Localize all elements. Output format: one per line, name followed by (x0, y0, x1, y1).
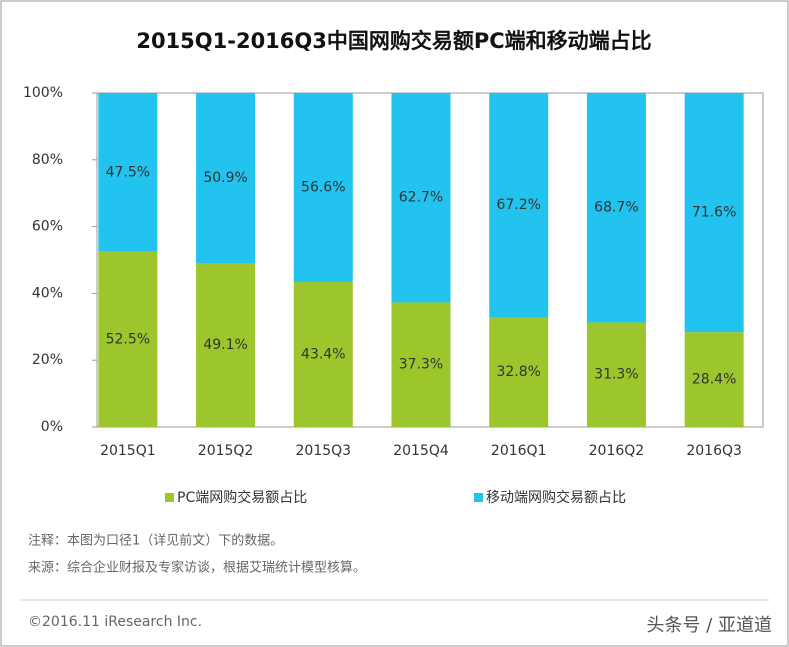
y-tick-label: 0% (41, 419, 63, 435)
data-label: 50.9% (203, 170, 247, 186)
data-label: 47.5% (106, 164, 150, 180)
data-label: 67.2% (496, 197, 540, 213)
y-tick-label: 40% (32, 285, 63, 301)
legend-label: PC端网购交易额占比 (177, 489, 307, 506)
data-label: 71.6% (692, 205, 736, 221)
bar-segment (489, 93, 549, 318)
legend-swatch (165, 493, 174, 502)
y-tick-label: 100% (23, 85, 63, 101)
bar-segment (391, 302, 451, 427)
bar-segment (684, 93, 744, 333)
data-label: 49.1% (203, 337, 247, 353)
bar-segment (586, 93, 646, 323)
footer: ©2016.11 iResearch Inc. (28, 614, 202, 630)
data-label: 56.6% (301, 180, 345, 196)
bar-segment (196, 93, 256, 264)
data-label: 68.7% (594, 200, 638, 216)
x-tick-label: 2015Q1 (100, 443, 156, 459)
x-tick-label: 2016Q1 (491, 443, 547, 459)
legend-swatch (474, 493, 483, 502)
bar-segment (684, 332, 744, 427)
data-label: 28.4% (692, 372, 736, 388)
y-tick-label: 20% (32, 352, 63, 368)
data-label: 52.5% (106, 331, 150, 347)
bar-segment (293, 93, 353, 283)
y-tick-label: 80% (32, 152, 63, 168)
data-label: 37.3% (399, 357, 443, 373)
data-label: 32.8% (496, 364, 540, 380)
y-tick-label: 60% (32, 219, 63, 235)
bar-segment (586, 322, 646, 427)
watermark: 头条号 / 亚道道 (646, 615, 772, 636)
x-tick-label: 2015Q2 (198, 443, 254, 459)
bar-segment (489, 317, 549, 427)
bar-segment (196, 263, 256, 427)
bar-segment (98, 251, 158, 427)
note: 注释：本图为口径1（详见前文）下的数据。 (28, 533, 283, 549)
bar-segment (98, 93, 158, 252)
x-tick-label: 2016Q2 (589, 443, 645, 459)
data-label: 62.7% (399, 190, 443, 206)
data-label: 43.4% (301, 347, 345, 363)
chart-title: 2015Q1-2016Q3中国网购交易额PC端和移动端占比 (136, 29, 651, 53)
bar-segment (293, 282, 353, 427)
data-label: 31.3% (594, 367, 638, 383)
x-tick-label: 2016Q3 (686, 443, 742, 459)
bar-segment (391, 93, 451, 303)
legend-label: 移动端网购交易额占比 (486, 489, 626, 506)
note: 来源：综合企业财报及专家访谈，根据艾瑞统计模型核算。 (28, 560, 366, 576)
x-tick-label: 2015Q4 (393, 443, 449, 459)
x-tick-label: 2015Q3 (296, 443, 352, 459)
